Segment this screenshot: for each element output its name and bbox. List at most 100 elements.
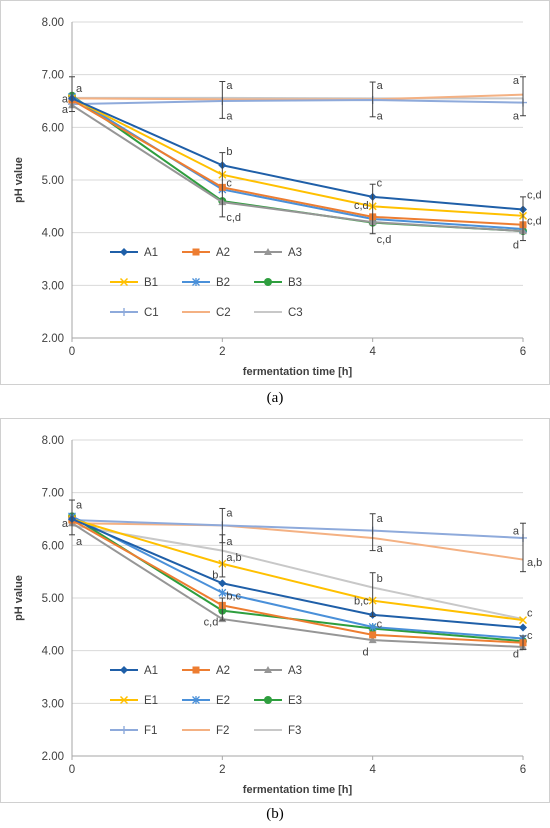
series-line-A2	[71, 519, 524, 644]
legend-label: F1	[144, 725, 157, 737]
annotation-label: a,b	[226, 552, 241, 564]
error-bar	[219, 81, 226, 119]
x-tick-label: 2	[219, 346, 225, 358]
annotation-label: c	[527, 630, 533, 642]
y-tick-label: 2.00	[42, 751, 64, 763]
annotation-label: c	[377, 178, 383, 190]
legend-label: C3	[288, 307, 303, 319]
series-line-F2	[71, 522, 524, 561]
legend-marker	[192, 248, 200, 256]
annotation-label: c,d	[377, 234, 392, 246]
series-F3	[71, 524, 524, 621]
annotation-label: b,c	[354, 596, 369, 608]
y-tick-label: 7.00	[42, 70, 64, 82]
series-C3	[72, 96, 523, 100]
legend-label: A3	[288, 665, 302, 677]
annotation-label: a	[62, 93, 69, 105]
legend-label: A3	[288, 247, 302, 259]
legend-marker	[120, 666, 128, 674]
annotation-label: a	[513, 75, 520, 87]
x-axis-title: fermentation time [h]	[243, 366, 353, 378]
series-line-C1	[71, 98, 524, 106]
legend-label: C1	[144, 307, 159, 319]
error-bar	[520, 76, 526, 117]
annotation-label: b,c	[226, 590, 241, 602]
legend-marker	[192, 696, 200, 704]
annotation-label: a	[226, 111, 233, 123]
data-point-E2	[218, 588, 227, 597]
error-bar	[219, 152, 226, 218]
x-tick-label: 4	[369, 764, 376, 776]
chart-panel-b: 2.00 3.00 4.00 5.00 6.00 7.00 8.00 0 2 4 6 fermenta…	[0, 418, 550, 803]
annotation-label: c,d	[354, 200, 369, 212]
error-bar	[520, 196, 526, 242]
legend-item-E1: E1	[110, 695, 158, 707]
annotation-label: a	[377, 513, 384, 525]
annotation-label: c	[377, 618, 383, 630]
error-bar	[219, 597, 226, 621]
series-line-A1	[71, 518, 524, 629]
y-tick-label: 6.00	[42, 122, 64, 134]
y-tick-label: 6.00	[42, 540, 64, 552]
annotation-label: c,d	[204, 617, 219, 629]
chart-a-svg: 2.00 3.00 4.00 5.00 6.00 7.00 8.00 0 2 4 6 fermenta…	[0, 0, 550, 385]
x-tick-label: 2	[219, 764, 225, 776]
y-tick-label: 8.00	[42, 17, 64, 29]
series-line-A1	[71, 97, 524, 211]
legend-item-C1: C1	[110, 307, 159, 319]
legend-item-A3: A3	[254, 665, 302, 677]
x-tick-label: 0	[69, 764, 75, 776]
legend-label: A1	[144, 247, 158, 259]
legend-marker	[264, 248, 272, 255]
error-bar	[520, 522, 526, 573]
legend-item-F1: F1	[110, 725, 157, 737]
annotation-label: a	[76, 83, 83, 95]
legend-item-B3: B3	[254, 277, 302, 289]
series-F2	[71, 522, 524, 561]
y-tick-label: 2.00	[42, 333, 64, 345]
legend-marker	[192, 278, 200, 286]
annotation-label: a	[377, 80, 384, 92]
series-line-F1	[71, 519, 524, 539]
legend-marker	[119, 695, 129, 705]
series-line-E2	[71, 515, 524, 640]
error-bar	[219, 534, 226, 578]
x-tick-label: 0	[69, 346, 75, 358]
legend-label: E3	[288, 695, 302, 707]
annotation-label: a	[377, 543, 384, 555]
legend-label: B2	[216, 277, 230, 289]
annotation-label: c,d	[527, 216, 542, 228]
series-line-A2	[71, 99, 524, 226]
legend-item-A2: A2	[182, 247, 230, 259]
legend-item-A2: A2	[182, 665, 230, 677]
x-tick-label: 6	[520, 764, 526, 776]
y-axis-title: pH value	[13, 575, 25, 621]
annotation-label: a	[226, 536, 233, 548]
series-C2	[71, 93, 524, 101]
legend-item-E3: E3	[254, 695, 302, 707]
error-bar	[69, 499, 75, 536]
annotation-label: c	[527, 608, 533, 620]
legend-item-E2: E2	[182, 695, 230, 707]
annotation-label: a	[377, 111, 384, 123]
annotation-label: a	[226, 508, 233, 520]
data-point-E2	[368, 622, 377, 631]
legend-item-B1: B1	[110, 277, 158, 289]
annotation-label: a	[226, 80, 233, 92]
legend-item-C3: C3	[254, 307, 303, 319]
annotation-label: a	[76, 499, 83, 511]
error-bar	[369, 183, 376, 235]
legend-marker	[120, 308, 128, 316]
annotation-label: c,d	[527, 190, 542, 202]
legend-label: F3	[288, 725, 301, 737]
legend-label: E2	[216, 695, 230, 707]
legend-label: E1	[144, 695, 158, 707]
legend-a: A1 A2 A3 B1 B2 B3 C1 C2 C3	[110, 247, 303, 319]
legend-item-A1: A1	[110, 247, 158, 259]
y-tick-label: 5.00	[42, 593, 64, 605]
legend-item-C2: C2	[182, 307, 231, 319]
series-line-F3	[71, 524, 524, 621]
y-tick-label: 8.00	[42, 435, 64, 447]
annotation-label: b	[377, 573, 383, 585]
legend-item-A1: A1	[110, 665, 158, 677]
